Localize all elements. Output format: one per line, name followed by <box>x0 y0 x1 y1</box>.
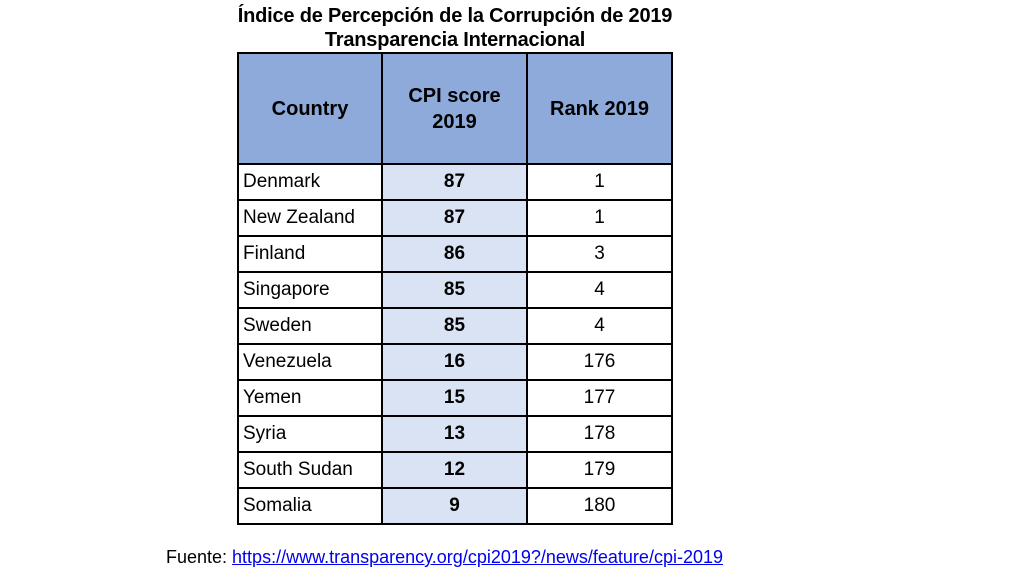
table-row: Venezuela 16 176 <box>237 343 673 381</box>
score-cell: 85 <box>381 307 528 345</box>
header-cpi-score: CPI score 2019 <box>381 52 528 165</box>
table-row: Yemen 15 177 <box>237 379 673 417</box>
page-title: Índice de Percepción de la Corrupción de… <box>237 5 673 27</box>
score-cell: 9 <box>381 487 528 525</box>
table-row: South Sudan 12 179 <box>237 451 673 489</box>
table-row: Syria 13 178 <box>237 415 673 453</box>
country-cell: Syria <box>237 415 383 453</box>
rank-cell: 3 <box>526 235 673 273</box>
rank-cell: 178 <box>526 415 673 453</box>
rank-cell: 177 <box>526 379 673 417</box>
rank-cell: 176 <box>526 343 673 381</box>
rank-cell: 1 <box>526 199 673 237</box>
rank-cell: 4 <box>526 307 673 345</box>
country-cell: Sweden <box>237 307 383 345</box>
table-row: Denmark 87 1 <box>237 163 673 201</box>
table-row: Finland 86 3 <box>237 235 673 273</box>
table-row: Sweden 85 4 <box>237 307 673 345</box>
score-cell: 13 <box>381 415 528 453</box>
country-cell: Somalia <box>237 487 383 525</box>
rank-cell: 1 <box>526 163 673 201</box>
table-header-row: Country CPI score 2019 Rank 2019 <box>237 52 673 165</box>
country-cell: Venezuela <box>237 343 383 381</box>
source-link[interactable]: https://www.transparency.org/cpi2019?/ne… <box>232 547 723 567</box>
rank-cell: 180 <box>526 487 673 525</box>
table-row: New Zealand 87 1 <box>237 199 673 237</box>
country-cell: Yemen <box>237 379 383 417</box>
source-note: Fuente: https://www.transparency.org/cpi… <box>166 547 723 568</box>
page-subtitle: Transparencia Internacional <box>324 29 586 51</box>
header-rank: Rank 2019 <box>526 52 673 165</box>
country-cell: Denmark <box>237 163 383 201</box>
country-cell: Singapore <box>237 271 383 309</box>
country-cell: Finland <box>237 235 383 273</box>
score-cell: 87 <box>381 199 528 237</box>
source-label: Fuente: <box>166 547 233 567</box>
rank-cell: 179 <box>526 451 673 489</box>
score-cell: 87 <box>381 163 528 201</box>
rank-cell: 4 <box>526 271 673 309</box>
header-country: Country <box>237 52 383 165</box>
table-row: Somalia 9 180 <box>237 487 673 525</box>
country-cell: New Zealand <box>237 199 383 237</box>
score-cell: 85 <box>381 271 528 309</box>
score-cell: 16 <box>381 343 528 381</box>
score-cell: 12 <box>381 451 528 489</box>
score-cell: 15 <box>381 379 528 417</box>
country-cell: South Sudan <box>237 451 383 489</box>
score-cell: 86 <box>381 235 528 273</box>
table-row: Singapore 85 4 <box>237 271 673 309</box>
cpi-table: Country CPI score 2019 Rank 2019 Denmark… <box>237 52 673 525</box>
